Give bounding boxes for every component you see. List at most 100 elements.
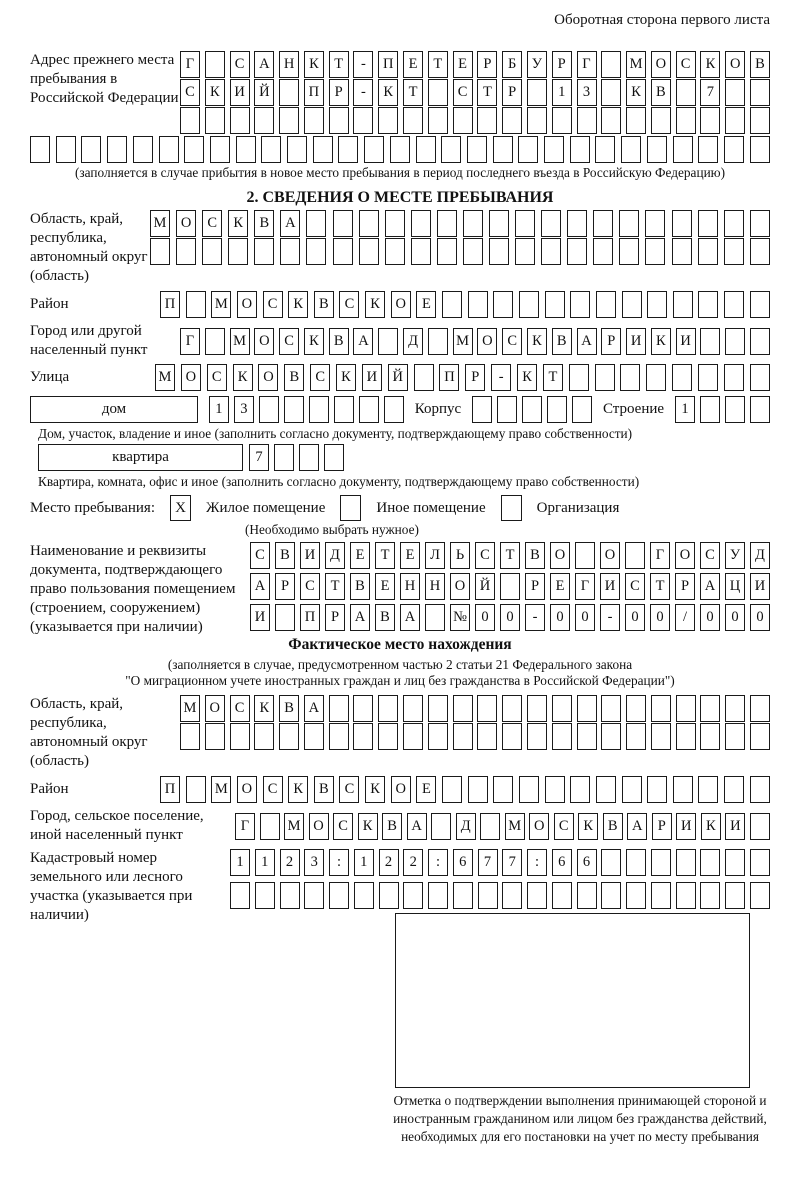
form-cell[interactable] [697, 210, 718, 237]
form-cell[interactable]: / [675, 604, 695, 631]
form-cell[interactable] [180, 723, 200, 750]
form-cell[interactable]: В [313, 776, 334, 803]
form-cell[interactable] [403, 723, 424, 750]
form-cell[interactable] [650, 882, 671, 909]
form-cell[interactable]: О [204, 695, 225, 722]
form-cell[interactable]: С [180, 79, 200, 106]
form-cell[interactable] [328, 107, 349, 134]
form-cell[interactable]: 0 [650, 604, 670, 631]
form-cell[interactable]: В [254, 210, 275, 237]
form-cell[interactable] [619, 238, 640, 265]
form-cell[interactable]: С [262, 291, 283, 318]
form-cell[interactable]: О [236, 776, 257, 803]
form-cell[interactable]: О [600, 542, 620, 569]
form-cell[interactable]: П [303, 79, 324, 106]
form-cell[interactable]: К [254, 695, 275, 722]
form-cell[interactable]: С [700, 542, 720, 569]
form-cell[interactable]: О [308, 812, 329, 840]
form-cell[interactable] [378, 882, 399, 909]
form-cell[interactable]: Г [180, 51, 200, 78]
form-cell[interactable]: К [288, 291, 309, 318]
form-cell[interactable] [700, 882, 721, 909]
form-cell[interactable]: С [229, 51, 250, 78]
form-cell[interactable] [698, 364, 719, 391]
form-cell[interactable]: С [333, 812, 354, 840]
prev-address-row-3[interactable] [180, 107, 770, 134]
form-cell[interactable] [626, 849, 646, 876]
form-cell[interactable] [427, 723, 448, 750]
form-cell[interactable] [427, 107, 448, 134]
form-cell[interactable]: № [450, 604, 470, 631]
form-cell[interactable] [229, 723, 250, 750]
form-cell[interactable]: 0 [475, 604, 495, 631]
form-cell[interactable] [725, 882, 745, 909]
form-cell[interactable] [441, 136, 462, 163]
form-cell[interactable] [700, 107, 721, 134]
form-cell[interactable]: Е [375, 573, 395, 600]
form-cell[interactable] [332, 210, 353, 237]
form-cell[interactable]: В [602, 812, 623, 840]
form-cell[interactable]: 6 [576, 849, 597, 876]
form-cell[interactable]: С [675, 51, 696, 78]
form-cell[interactable] [358, 210, 379, 237]
form-cell[interactable]: И [725, 812, 746, 840]
form-cell[interactable]: Д [750, 542, 770, 569]
form-cell[interactable] [515, 238, 536, 265]
form-cell[interactable] [626, 723, 647, 750]
form-cell[interactable] [626, 695, 647, 722]
inoe-checkbox[interactable] [340, 495, 362, 521]
form-cell[interactable]: Ц [725, 573, 745, 600]
form-cell[interactable]: Р [477, 51, 498, 78]
form-cell[interactable]: С [250, 542, 270, 569]
form-cell[interactable] [700, 327, 721, 355]
form-cell[interactable]: Е [452, 51, 473, 78]
form-cell[interactable] [280, 238, 301, 265]
form-cell[interactable] [522, 396, 543, 423]
form-cell[interactable] [625, 542, 645, 569]
form-cell[interactable] [489, 238, 510, 265]
fact-oblast-row-2[interactable] [180, 723, 770, 750]
form-cell[interactable] [279, 723, 300, 750]
dom-box[interactable]: дом [30, 396, 198, 423]
form-cell[interactable]: Е [416, 291, 437, 318]
form-cell[interactable] [184, 136, 205, 163]
form-cell[interactable]: Т [375, 542, 395, 569]
form-cell[interactable] [229, 107, 250, 134]
form-cell[interactable]: А [303, 695, 324, 722]
form-cell[interactable] [358, 396, 379, 423]
form-cell[interactable] [749, 136, 770, 163]
form-cell[interactable]: Т [650, 573, 670, 600]
form-cell[interactable] [672, 364, 693, 391]
form-cell[interactable] [518, 776, 539, 803]
form-cell[interactable] [626, 107, 647, 134]
form-cell[interactable] [303, 107, 324, 134]
form-cell[interactable] [621, 776, 642, 803]
form-cell[interactable] [185, 291, 206, 318]
form-cell[interactable]: 0 [575, 604, 595, 631]
form-cell[interactable] [493, 776, 514, 803]
form-cell[interactable] [650, 849, 671, 876]
form-cell[interactable] [132, 136, 153, 163]
form-cell[interactable] [55, 136, 76, 163]
form-cell[interactable] [428, 882, 448, 909]
form-cell[interactable]: К [303, 327, 324, 355]
form-cell[interactable]: : [428, 849, 448, 876]
form-cell[interactable] [646, 136, 667, 163]
form-cell[interactable] [570, 291, 591, 318]
form-cell[interactable]: Б [502, 51, 523, 78]
form-cell[interactable] [724, 776, 745, 803]
form-cell[interactable] [544, 776, 565, 803]
form-cell[interactable] [647, 776, 668, 803]
form-cell[interactable] [620, 364, 641, 391]
form-cell[interactable] [551, 107, 572, 134]
form-cell[interactable] [185, 776, 206, 803]
form-cell[interactable]: М [211, 291, 232, 318]
form-cell[interactable] [646, 364, 667, 391]
form-cell[interactable] [333, 396, 354, 423]
form-cell[interactable]: К [650, 327, 671, 355]
form-cell[interactable] [544, 291, 565, 318]
form-cell[interactable]: С [475, 542, 495, 569]
form-cell[interactable]: С [262, 776, 283, 803]
